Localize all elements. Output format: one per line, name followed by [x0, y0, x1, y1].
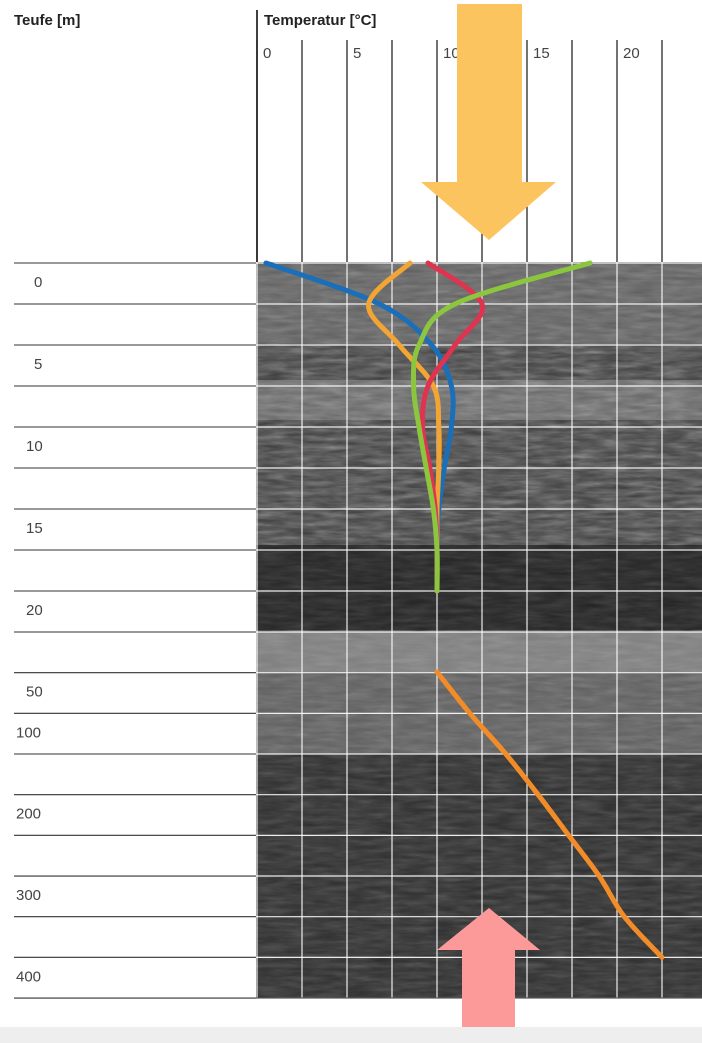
y-tick-label: 20	[26, 602, 43, 619]
y-tick-label: 400	[16, 968, 41, 985]
y-axis-label: Teufe [m]	[14, 12, 80, 29]
y-tick-label: 0	[34, 274, 42, 291]
y-tick-label: 100	[16, 724, 41, 741]
y-tick-label: 5	[34, 356, 42, 373]
x-tick-label: 5	[353, 45, 361, 62]
x-tick-label: 20	[623, 45, 640, 62]
arrow-up	[437, 908, 540, 1043]
series-line-4	[410, 260, 593, 594]
rock-core-image	[256, 262, 702, 998]
x-tick-label: 0	[263, 45, 271, 62]
x-axis-label: Temperatur [°C]	[264, 12, 376, 29]
arrow-down	[421, 4, 556, 240]
x-tick-labels: 0 5 10 15 20	[263, 45, 640, 62]
y-tick-labels: 0 5 10 15 20 50 100 200 300 400	[16, 274, 43, 985]
footer-bar	[0, 1027, 702, 1043]
y-tick-label: 300	[16, 887, 41, 904]
temperature-profiles	[263, 260, 665, 960]
arrows	[421, 4, 556, 1043]
y-tick-label: 10	[26, 438, 43, 455]
x-gridlines	[256, 40, 663, 998]
y-tick-label: 15	[26, 520, 43, 537]
x-tick-label: 15	[533, 45, 550, 62]
series-line-5	[434, 669, 665, 960]
y-tick-label: 200	[16, 806, 41, 823]
x-tick-label: 10	[443, 45, 460, 62]
y-tick-label: 50	[26, 684, 43, 701]
